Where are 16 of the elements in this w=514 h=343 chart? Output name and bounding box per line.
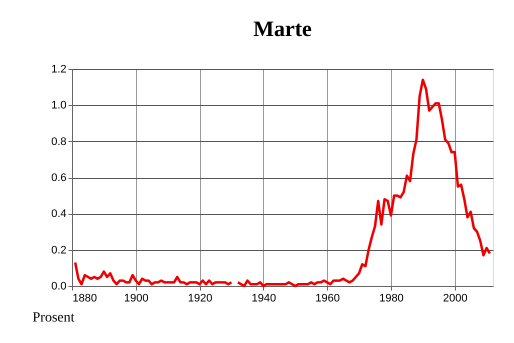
y-tick-label: 1.0 bbox=[51, 100, 66, 112]
x-tick-label: 2000 bbox=[442, 292, 468, 304]
y-tick-label: 0.8 bbox=[51, 136, 66, 148]
y-tick-label: 0.2 bbox=[51, 244, 66, 256]
y-tick-label: 0.6 bbox=[51, 172, 66, 184]
x-tick-label: 1900 bbox=[124, 292, 149, 304]
x-tick-label: 1960 bbox=[315, 292, 340, 304]
x-tick-label: 1940 bbox=[252, 292, 276, 304]
x-tick-label: 1980 bbox=[379, 292, 404, 304]
chart-title: Marte bbox=[253, 16, 312, 41]
x-tick-label: 1880 bbox=[72, 292, 97, 304]
x-tick-label: 1920 bbox=[188, 292, 212, 304]
y-tick-label: 1.2 bbox=[51, 64, 66, 76]
y-axis-title: Prosent bbox=[32, 310, 75, 326]
y-tick-label: 0.0 bbox=[51, 280, 66, 292]
y-tick-label: 0.4 bbox=[51, 208, 66, 220]
